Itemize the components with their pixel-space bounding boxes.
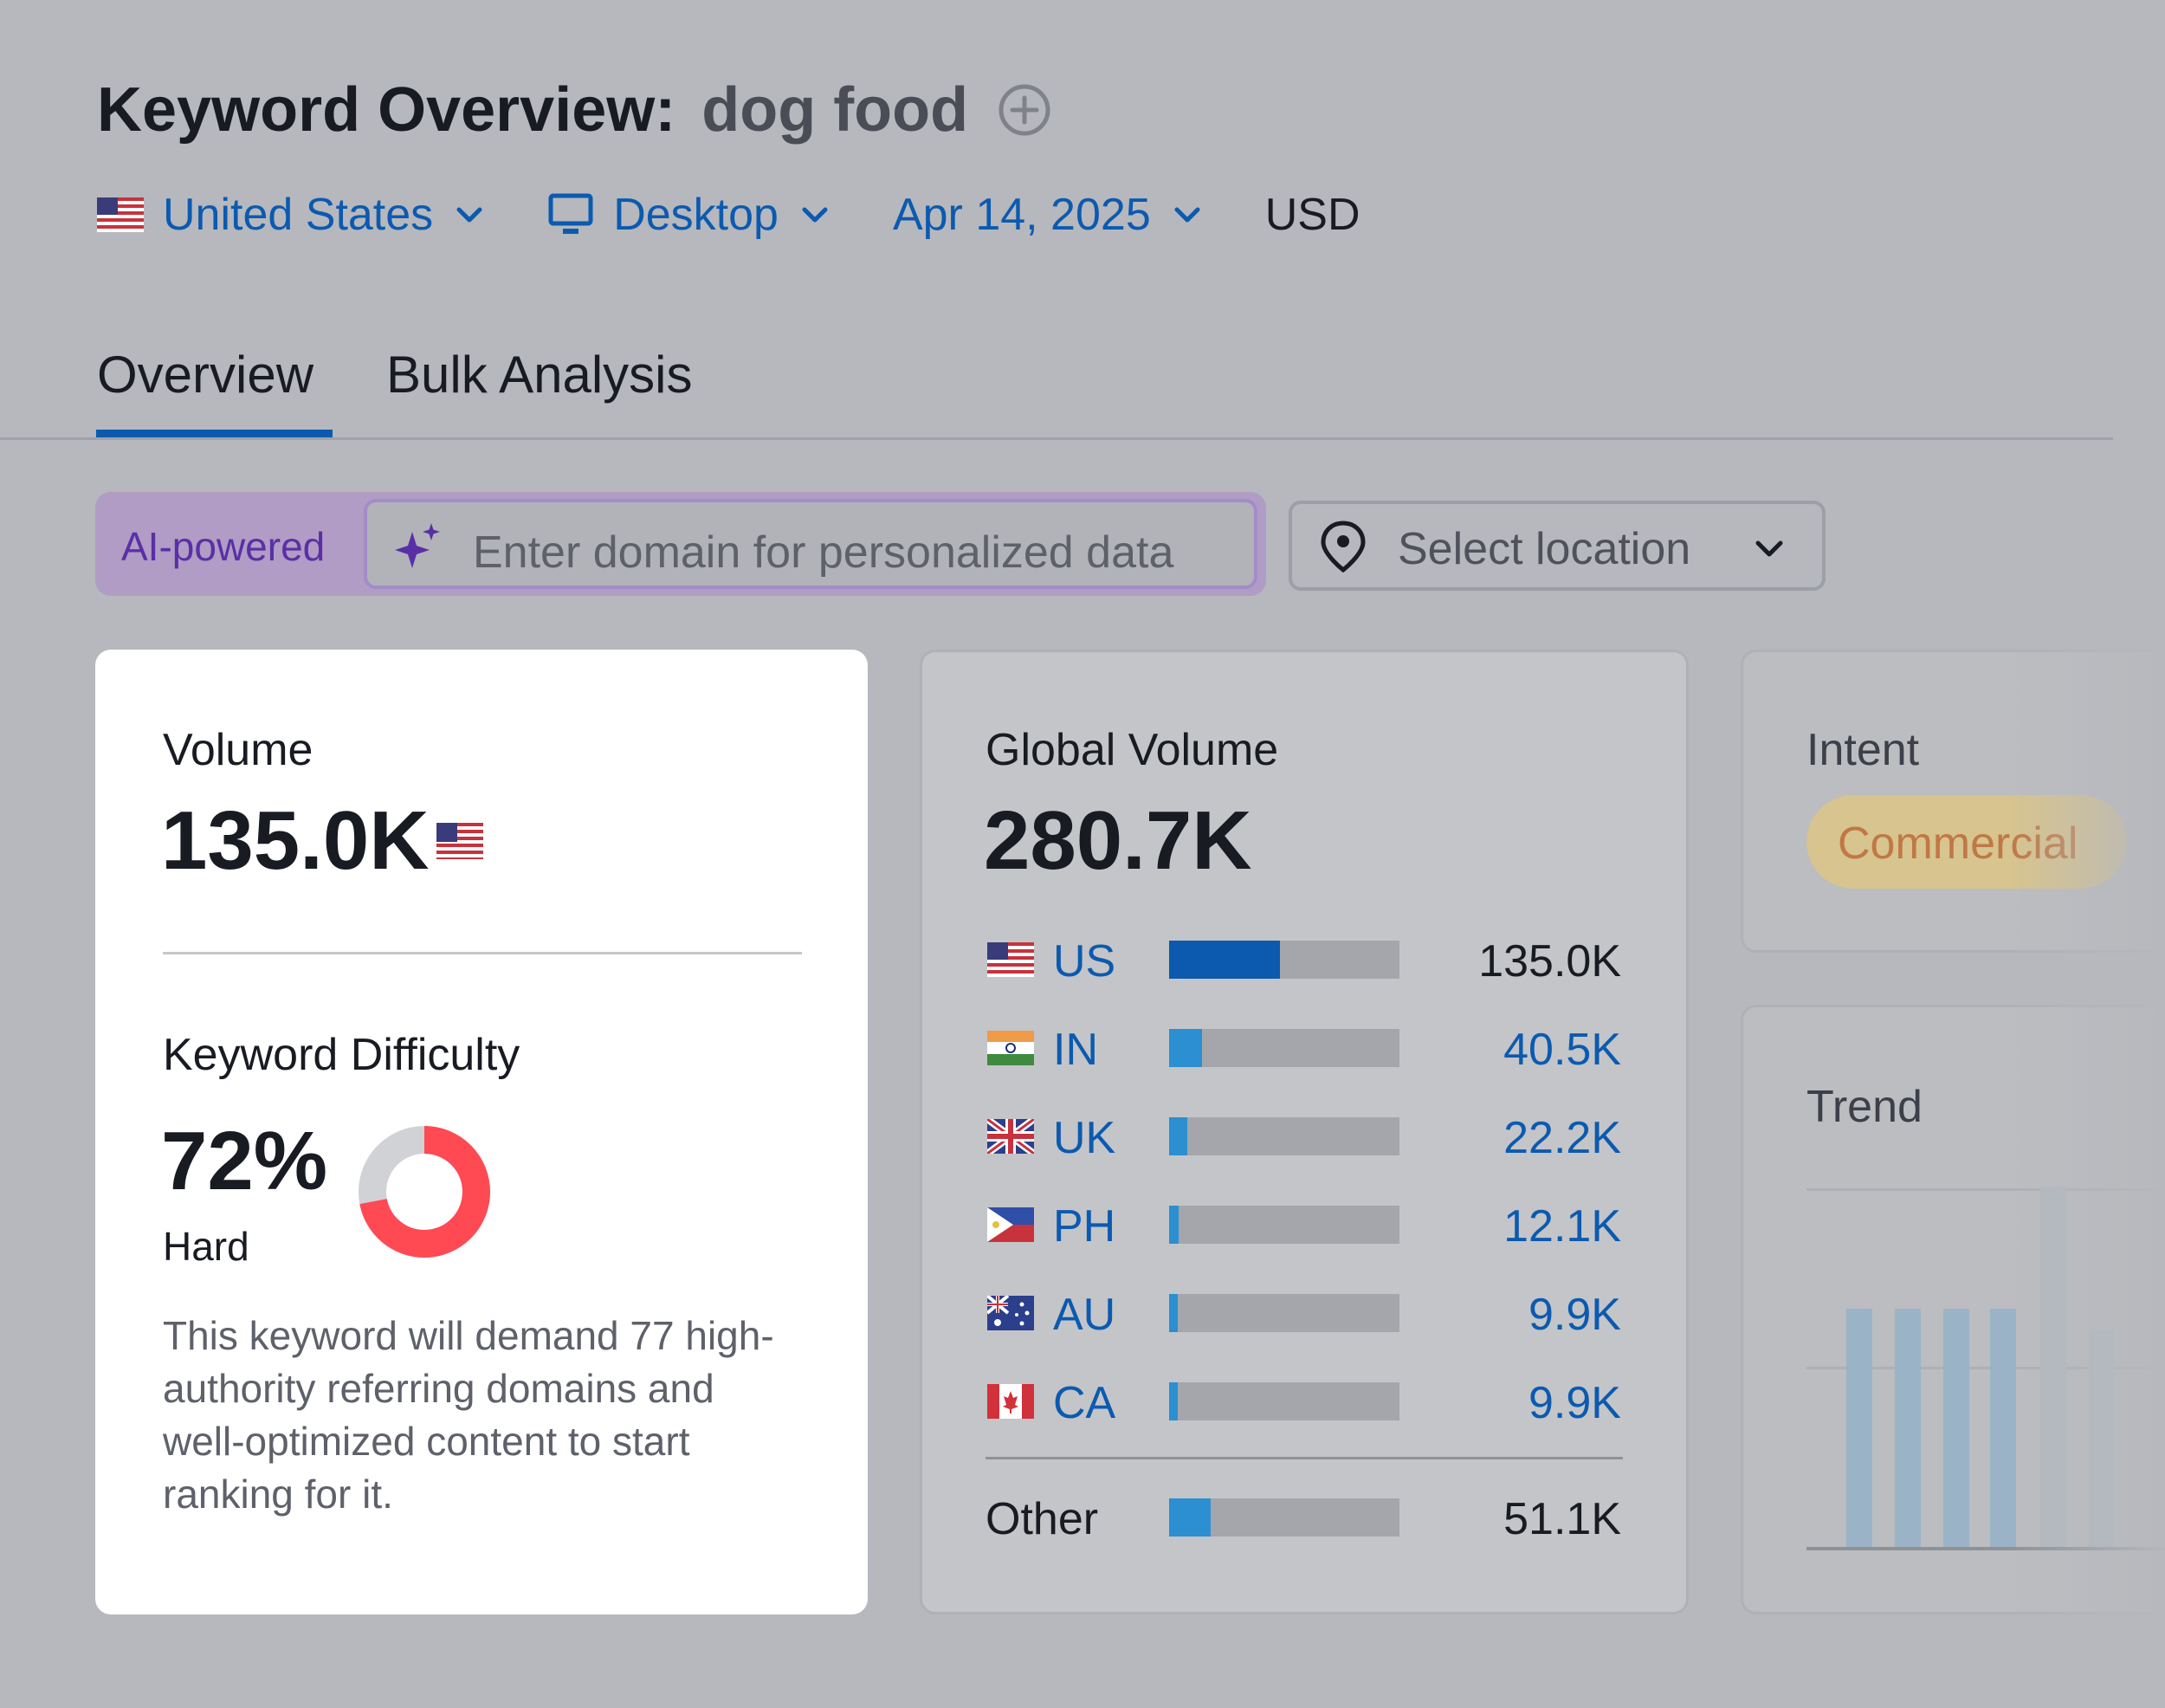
country-code-ca[interactable]: CA [1053,1378,1116,1428]
country-code-ph[interactable]: PH [1053,1201,1116,1252]
chevron-down-icon [802,207,828,223]
country-code-us[interactable]: US [1053,936,1116,987]
tab-bulk-analysis[interactable]: Bulk Analysis [386,346,693,404]
date-dropdown[interactable]: Apr 14, 2025 [893,189,1205,241]
intent-value: Commercial [1838,818,2078,869]
country-code-uk[interactable]: UK [1053,1113,1116,1163]
tabs-divider [0,437,2113,440]
device-label: Desktop [613,190,779,240]
chevron-down-icon [1755,540,1783,557]
global-volume-value: 280.7K [984,794,1252,887]
country-dropdown[interactable]: United States [97,189,487,241]
trend-baseline [1806,1547,2165,1550]
uk-flag-icon [987,1119,1034,1154]
trend-bar [2040,1187,2066,1547]
desktop-icon [548,193,593,234]
breakdown-divider [986,1457,1623,1459]
volume-value: 135.0K [161,794,430,887]
trend-bar [1990,1309,2016,1547]
difficulty-donut [359,1126,490,1258]
volume-card [95,650,868,1614]
difficulty-level: Hard [163,1224,249,1269]
sparkle-icon [395,523,440,568]
other-value: 51.1K [1503,1494,1621,1544]
trend-bar [1943,1309,1969,1547]
currency-label: USD [1264,190,1360,240]
ai-powered-badge: AI-powered [121,524,326,569]
country-value-us: 135.0K [1478,936,1621,987]
country-bar-fill [1169,1117,1187,1155]
country-code-in[interactable]: IN [1053,1025,1098,1075]
us-flag-icon [436,823,483,859]
keyword-difficulty-value: 72% [161,1115,328,1207]
ph-flag-icon [987,1207,1034,1242]
global-volume-label: Global Volume [986,725,1279,775]
ca-flag-icon [987,1384,1034,1419]
domain-input-placeholder: Enter domain for personalized data [473,527,1174,578]
country-bar-us [1169,941,1399,979]
location-pin-icon [1321,521,1366,573]
country-bar-ca [1169,1382,1399,1420]
us-flag-icon [97,197,144,232]
difficulty-description: This keyword will demand 77 high-authori… [163,1313,774,1517]
country-bar-uk [1169,1117,1399,1155]
plus-circle-icon[interactable] [998,83,1051,137]
device-dropdown[interactable]: Desktop [547,189,832,241]
difficulty-donut-arc [359,1126,490,1258]
trend-label: Trend [1806,1082,1923,1132]
country-value-ca[interactable]: 9.9K [1528,1378,1621,1428]
card-divider [163,952,802,954]
keyword-difficulty-label: Keyword Difficulty [163,1030,520,1080]
filter-bar: United States Desktop Apr 14, 2025 USD [97,189,1360,241]
trend-gridline [1806,1367,2165,1369]
active-tab-indicator [96,430,333,437]
trend-bar [1895,1309,1921,1547]
other-bar [1169,1498,1399,1537]
date-label: Apr 14, 2025 [892,190,1151,240]
country-value-uk[interactable]: 22.2K [1503,1113,1621,1163]
location-select-label: Select location [1398,524,1691,574]
country-value-in[interactable]: 40.5K [1503,1025,1621,1075]
chevron-down-icon [1174,207,1200,223]
location-select[interactable] [1289,501,1826,591]
country-value-au[interactable]: 9.9K [1528,1290,1621,1340]
au-flag-icon [987,1296,1034,1330]
country-bar-fill [1169,1029,1202,1067]
in-flag-icon [987,1031,1034,1065]
other-label: Other [986,1494,1099,1544]
country-code-au[interactable]: AU [1053,1290,1116,1340]
keyword-text: dog food [701,75,969,145]
trend-bar [2089,1330,2115,1547]
trend-bar [1846,1309,1872,1547]
tab-overview[interactable]: Overview [97,346,314,404]
country-bar-fill [1169,1294,1178,1332]
domain-input[interactable] [364,499,1257,589]
trend-gridline [1806,1188,2165,1191]
country-bar-fill [1169,1206,1179,1244]
chevron-down-icon [456,207,482,223]
country-bar-ph [1169,1206,1399,1244]
intent-label: Intent [1806,725,1920,775]
us-flag-icon [987,942,1034,977]
country-bar-in [1169,1029,1399,1067]
other-bar-fill [1169,1498,1211,1537]
page-title: Keyword Overview: dog food [97,74,1051,146]
country-value-ph[interactable]: 12.1K [1503,1201,1621,1252]
country-label: United States [163,190,434,240]
country-bar-fill [1169,941,1280,979]
volume-label: Volume [163,725,313,775]
country-bar-fill [1169,1382,1178,1420]
page-title-label: Keyword Overview: [97,75,676,145]
country-bar-au [1169,1294,1399,1332]
